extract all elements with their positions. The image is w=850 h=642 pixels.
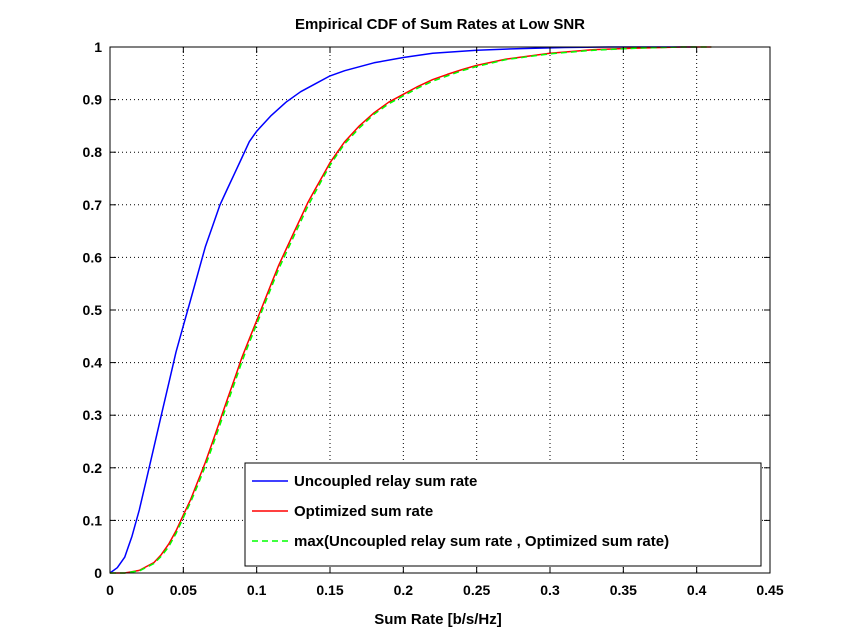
y-tick-label: 0.9	[83, 92, 103, 108]
x-tick-label: 0.35	[610, 582, 637, 598]
y-tick-label: 0	[94, 565, 102, 581]
x-tick-label: 0.45	[756, 582, 783, 598]
chart-title: Empirical CDF of Sum Rates at Low SNR	[295, 16, 585, 33]
series-line-2	[110, 46, 712, 574]
y-tick-label: 0.4	[83, 355, 103, 371]
x-tick-labels: 0 0.05 0.1 0.15 0.2 0.25 0.3 0.35 0.4 0.45	[106, 582, 784, 598]
x-tick-label: 0.3	[540, 582, 560, 598]
x-tick-label: 0.25	[463, 582, 490, 598]
legend-label-2: Optimized sum rate	[294, 503, 433, 520]
legend-box	[244, 462, 762, 567]
x-tick-label: 0.1	[247, 582, 267, 598]
series-line-3	[110, 46, 712, 574]
series-lines	[109, 46, 712, 574]
y-tick-label: 0.1	[83, 512, 103, 528]
legend-label-1: Uncoupled relay sum rate	[294, 473, 477, 490]
legend: Uncoupled relay sum rate Optimized sum ra…	[244, 462, 762, 567]
y-tick-label: 0.7	[83, 197, 103, 213]
x-tick-label: 0.4	[687, 582, 707, 598]
y-tick-label: 0.8	[83, 144, 103, 160]
x-axis-label: Sum Rate [b/s/Hz]	[374, 611, 502, 628]
axis-ticks	[109, 46, 771, 574]
x-tick-label: 0.15	[316, 582, 343, 598]
series-line-1	[109, 46, 697, 574]
y-tick-label: 1	[94, 39, 102, 55]
y-tick-label: 0.2	[83, 460, 103, 476]
y-tick-label: 0.6	[83, 249, 103, 265]
legend-label-3: max(Uncoupled relay sum rate , Optimized…	[294, 533, 669, 550]
x-tick-label: 0	[106, 582, 114, 598]
y-tick-label: 0.3	[83, 407, 103, 423]
y-tick-labels: 0 0.1 0.2 0.3 0.4 0.5 0.6 0.7 0.8 0.9 1	[83, 39, 103, 581]
x-tick-label: 0.05	[170, 582, 197, 598]
x-tick-label: 0.2	[394, 582, 414, 598]
y-tick-label: 0.5	[83, 302, 103, 318]
